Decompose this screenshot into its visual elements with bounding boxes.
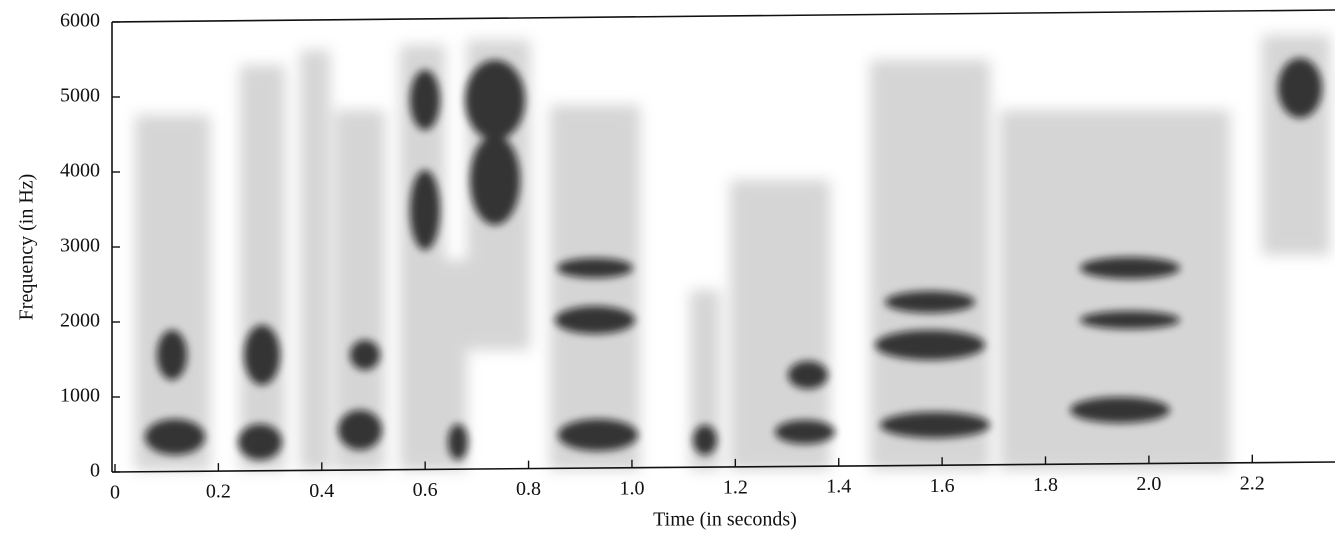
spectrogram-formants <box>145 58 1322 460</box>
x-tick-label: 1.4 <box>826 476 851 498</box>
y-tick-label: 1000 <box>60 385 100 407</box>
x-tick-label: 2.2 <box>1240 472 1265 494</box>
x-tick-label: 1.8 <box>1033 474 1058 496</box>
plot-top-border <box>111 9 1335 23</box>
y-tick-label: 0 <box>90 460 100 482</box>
x-tick-label: 1.6 <box>930 475 955 497</box>
x-tick-label: 1.0 <box>619 477 644 499</box>
x-tick-label: 0 <box>110 482 120 504</box>
x-tick-label: 0.8 <box>516 478 541 500</box>
y-tick-label: 6000 <box>60 10 100 32</box>
y-tick-label: 4000 <box>60 160 100 182</box>
y-tick-label: 3000 <box>60 235 100 257</box>
x-tick-label: 1.2 <box>723 477 748 499</box>
y-axis-label: Frequency (in Hz) <box>16 174 38 321</box>
x-tick-label: 0.6 <box>413 479 438 501</box>
x-tick-label: 2.0 <box>1136 473 1161 495</box>
y-tick-label: 2000 <box>60 310 100 332</box>
y-tick-label: 5000 <box>60 85 100 107</box>
x-tick-label: 0.4 <box>309 480 334 502</box>
x-axis-label: Time (in seconds) <box>653 509 797 531</box>
x-tick-label: 0.2 <box>206 481 231 503</box>
x-axis <box>111 461 1335 473</box>
